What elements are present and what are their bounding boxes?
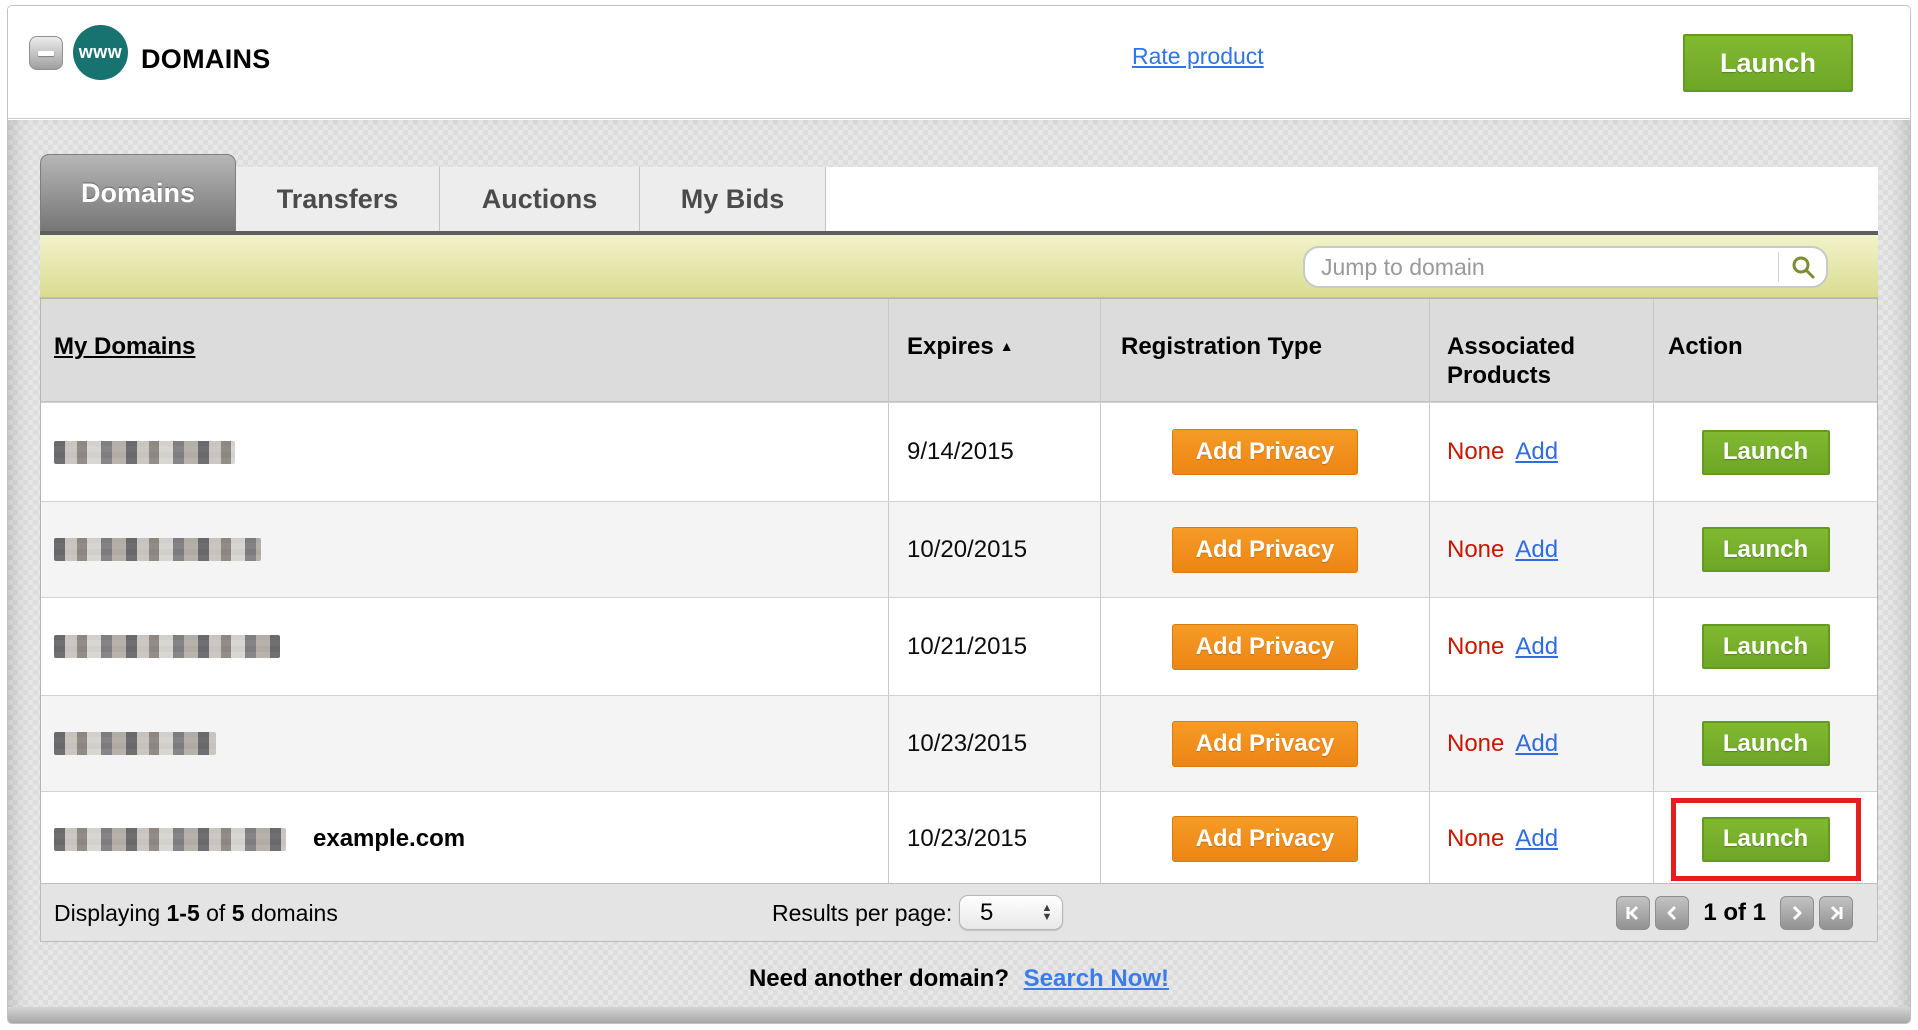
minus-icon <box>38 51 54 56</box>
per-page-value: 5 <box>980 898 994 926</box>
redacted-domain <box>54 635 280 658</box>
table-row: 10/23/2015 Add Privacy None Add Launch <box>41 695 1877 791</box>
page-title: DOMAINS <box>141 44 271 74</box>
launch-button[interactable]: Launch <box>1701 527 1830 572</box>
tab-underline <box>40 231 1878 235</box>
range-value: 1-5 <box>166 900 200 926</box>
jump-to-domain-input[interactable] <box>1305 249 1778 285</box>
minimize-button[interactable] <box>29 36 63 70</box>
chevron-left-icon <box>1667 905 1677 921</box>
expires-cell: 9/14/2015 <box>888 403 1100 501</box>
associated-add-link[interactable]: Add <box>1515 825 1559 852</box>
tab-domains[interactable]: Domains <box>40 154 236 231</box>
add-privacy-button[interactable]: Add Privacy <box>1172 720 1358 767</box>
expires-cell: 10/21/2015 <box>888 598 1100 695</box>
domains-table: My Domains Expires ▲ Registration Type A… <box>40 298 1878 887</box>
expires-cell: 10/23/2015 <box>888 696 1100 791</box>
associated-add-link[interactable]: Add <box>1515 632 1559 660</box>
first-page-button[interactable] <box>1616 896 1651 930</box>
associated-none-text: None <box>1447 825 1505 852</box>
table-row: 9/14/2015 Add Privacy None Add Launch <box>41 402 1877 501</box>
table-header-row: My Domains Expires ▲ Registration Type A… <box>41 299 1877 402</box>
need-domain-line: Need another domain? Search Now! <box>8 965 1910 993</box>
next-page-button[interactable] <box>1780 896 1814 930</box>
associated-none-text: None <box>1447 438 1505 465</box>
launch-button[interactable]: Launch <box>1701 429 1830 475</box>
stepper-icon: ▲ ▼ <box>1041 901 1053 923</box>
table-row: 10/20/2015 Add Privacy None Add Launch <box>41 501 1877 597</box>
associated-none-text: None <box>1447 535 1505 563</box>
column-associated-products: Associated Products <box>1447 333 1576 389</box>
last-page-button[interactable] <box>1819 896 1853 930</box>
column-my-domains[interactable]: My Domains <box>54 333 196 360</box>
tab-transfers[interactable]: Transfers <box>236 167 440 231</box>
expires-cell: 10/23/2015 <box>888 792 1100 886</box>
www-logo-icon: www <box>73 25 128 80</box>
search-icon <box>1792 256 1814 279</box>
add-privacy-button[interactable]: Add Privacy <box>1172 816 1358 862</box>
app-header: www DOMAINS Rate product Launch <box>8 6 1910 119</box>
launch-header-button[interactable]: Launch <box>1683 34 1853 92</box>
table-footer: Displaying 1-5 of 5 domains Results per … <box>40 883 1878 942</box>
sort-ascending-icon: ▲ <box>999 338 1014 354</box>
window-bottom-edge <box>8 1007 1910 1023</box>
table-row: example.com 10/23/2015 Add Privacy None … <box>41 791 1877 886</box>
content-area: Domains Transfers Auctions My Bids My Do… <box>8 120 1910 1023</box>
expires-cell: 10/20/2015 <box>888 502 1100 597</box>
add-privacy-button[interactable]: Add Privacy <box>1172 526 1358 573</box>
domain-note: example.com <box>313 825 466 852</box>
search-now-link[interactable]: Search Now! <box>1023 965 1170 992</box>
search-button[interactable] <box>1778 252 1826 282</box>
launch-button-highlighted[interactable]: Launch <box>1701 816 1830 862</box>
previous-page-button[interactable] <box>1655 896 1690 930</box>
tab-auctions[interactable]: Auctions <box>440 167 640 231</box>
displaying-status: Displaying 1-5 of 5 domains <box>54 900 338 926</box>
results-per-page-select[interactable]: 5 ▲ ▼ <box>959 895 1063 930</box>
chevron-right-icon <box>1792 905 1802 921</box>
results-per-page-label: Results per page: <box>772 900 953 926</box>
launch-button[interactable]: Launch <box>1701 721 1830 766</box>
redacted-domain <box>54 538 261 561</box>
redacted-domain <box>54 732 216 755</box>
associated-add-link[interactable]: Add <box>1515 729 1559 757</box>
jump-to-domain-box <box>1303 246 1828 288</box>
add-privacy-button[interactable]: Add Privacy <box>1172 429 1358 475</box>
column-action: Action <box>1668 333 1743 360</box>
column-registration-type: Registration Type <box>1121 333 1322 360</box>
launch-button[interactable]: Launch <box>1701 624 1830 669</box>
app-window: www DOMAINS Rate product Launch Domains … <box>7 5 1911 1024</box>
need-domain-prompt: Need another domain? <box>748 965 1009 992</box>
pagination: 1 of 1 <box>1616 896 1853 930</box>
page-indicator: 1 of 1 <box>1703 899 1766 926</box>
total-value: 5 <box>231 900 245 926</box>
associated-none-text: None <box>1447 729 1505 757</box>
last-page-icon <box>1830 905 1843 921</box>
highlight-box: Launch <box>1670 797 1861 881</box>
first-page-icon <box>1626 905 1639 921</box>
rate-product-link[interactable]: Rate product <box>1132 43 1264 69</box>
column-expires[interactable]: Expires <box>907 333 994 360</box>
redacted-domain <box>54 827 286 851</box>
associated-none-text: None <box>1447 632 1505 660</box>
associated-add-link[interactable]: Add <box>1515 535 1559 563</box>
redacted-domain <box>54 440 235 464</box>
add-privacy-button[interactable]: Add Privacy <box>1172 623 1358 670</box>
associated-add-link[interactable]: Add <box>1515 438 1559 465</box>
tab-my-bids[interactable]: My Bids <box>640 167 826 231</box>
table-row: 10/21/2015 Add Privacy None Add Launch <box>41 597 1877 695</box>
